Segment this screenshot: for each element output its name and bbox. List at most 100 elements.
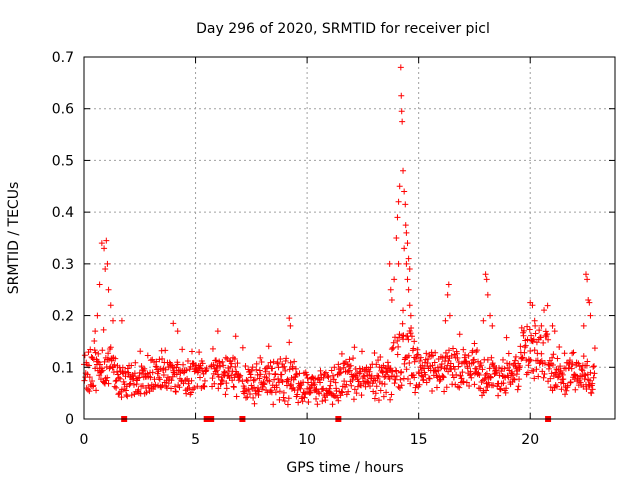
data-point xyxy=(257,354,264,361)
data-point xyxy=(350,396,357,403)
data-point xyxy=(454,354,461,361)
data-point xyxy=(96,281,103,288)
y-tick-label: 0.3 xyxy=(52,257,74,273)
y-tick-label: 0 xyxy=(65,412,74,428)
data-point xyxy=(341,378,348,385)
data-point xyxy=(404,276,411,283)
data-point xyxy=(541,307,548,314)
data-point xyxy=(535,373,542,380)
data-point xyxy=(396,183,403,190)
data-point xyxy=(223,380,230,387)
data-point xyxy=(244,394,251,401)
data-point xyxy=(276,388,283,395)
data-point xyxy=(313,395,320,402)
axis-ticks xyxy=(83,56,615,420)
data-point xyxy=(443,384,450,391)
data-point xyxy=(468,374,475,381)
data-point xyxy=(114,368,121,375)
data-point xyxy=(495,392,502,399)
data-point xyxy=(286,366,293,373)
data-point xyxy=(483,370,490,377)
data-point xyxy=(137,348,144,355)
data-point xyxy=(572,386,579,393)
data-point xyxy=(549,354,556,361)
data-point xyxy=(463,379,470,386)
data-point xyxy=(521,349,528,356)
data-point xyxy=(269,365,276,372)
data-point xyxy=(587,312,594,319)
data-point xyxy=(480,317,487,324)
data-point xyxy=(234,370,241,377)
data-point xyxy=(516,376,523,383)
data-point xyxy=(388,391,395,398)
data-point xyxy=(489,360,496,367)
data-point xyxy=(475,385,482,392)
data-point xyxy=(97,361,104,368)
data-point xyxy=(406,302,413,309)
data-point xyxy=(400,167,407,174)
y-axis-title: SRMTID / TECUs xyxy=(6,182,22,295)
data-point xyxy=(398,368,405,375)
tick-labels: 0 0.1 0.2 0.3 0.4 0.5 0.6 0.7 0 5 10 15 20 xyxy=(52,50,539,448)
data-point xyxy=(585,297,592,304)
data-point xyxy=(338,388,345,395)
data-point xyxy=(587,369,594,376)
data-point xyxy=(433,384,440,391)
data-point xyxy=(103,237,110,244)
data-point xyxy=(94,358,101,365)
data-point xyxy=(474,347,481,354)
data-point xyxy=(547,375,554,382)
data-point xyxy=(250,377,257,384)
data-point xyxy=(332,379,339,386)
data-point xyxy=(406,266,413,273)
data-point xyxy=(588,390,595,397)
data-point xyxy=(338,369,345,376)
data-point xyxy=(531,375,538,382)
data-point xyxy=(503,334,510,341)
plot-frame xyxy=(83,56,616,420)
data-point xyxy=(373,383,380,390)
data-point xyxy=(556,343,563,350)
data-point xyxy=(355,378,362,385)
data-point xyxy=(222,391,229,398)
data-point xyxy=(490,382,497,389)
data-point xyxy=(489,322,496,329)
data-point xyxy=(101,358,108,365)
data-point xyxy=(201,377,208,384)
data-point xyxy=(570,349,577,356)
data-point xyxy=(375,357,382,364)
data-point xyxy=(251,376,258,383)
data-point xyxy=(484,291,491,298)
data-point xyxy=(325,374,332,381)
data-point xyxy=(576,363,583,370)
data-point xyxy=(518,324,525,331)
data-point xyxy=(292,371,299,378)
data-point xyxy=(569,350,576,357)
data-point xyxy=(387,286,394,293)
data-point xyxy=(114,371,121,378)
data-point xyxy=(322,397,329,404)
data-point xyxy=(584,276,591,283)
data-point xyxy=(321,371,328,378)
data-point xyxy=(403,229,410,236)
data-point xyxy=(400,332,407,339)
data-point xyxy=(160,372,167,379)
data-point xyxy=(533,366,540,373)
data-point xyxy=(320,385,327,392)
data-point xyxy=(272,370,279,377)
data-point xyxy=(391,276,398,283)
data-point xyxy=(395,383,402,390)
data-point xyxy=(232,333,239,340)
data-point xyxy=(560,380,567,387)
data-point xyxy=(122,373,129,380)
data-point xyxy=(445,281,452,288)
x-tick-label: 10 xyxy=(298,432,316,448)
data-point xyxy=(469,347,476,354)
y-tick-label: 0.7 xyxy=(52,50,74,66)
data-point xyxy=(176,384,183,391)
data-point xyxy=(549,322,556,329)
data-point xyxy=(280,389,287,396)
data-point xyxy=(558,379,565,386)
data-point xyxy=(151,376,158,383)
data-point xyxy=(351,386,358,393)
